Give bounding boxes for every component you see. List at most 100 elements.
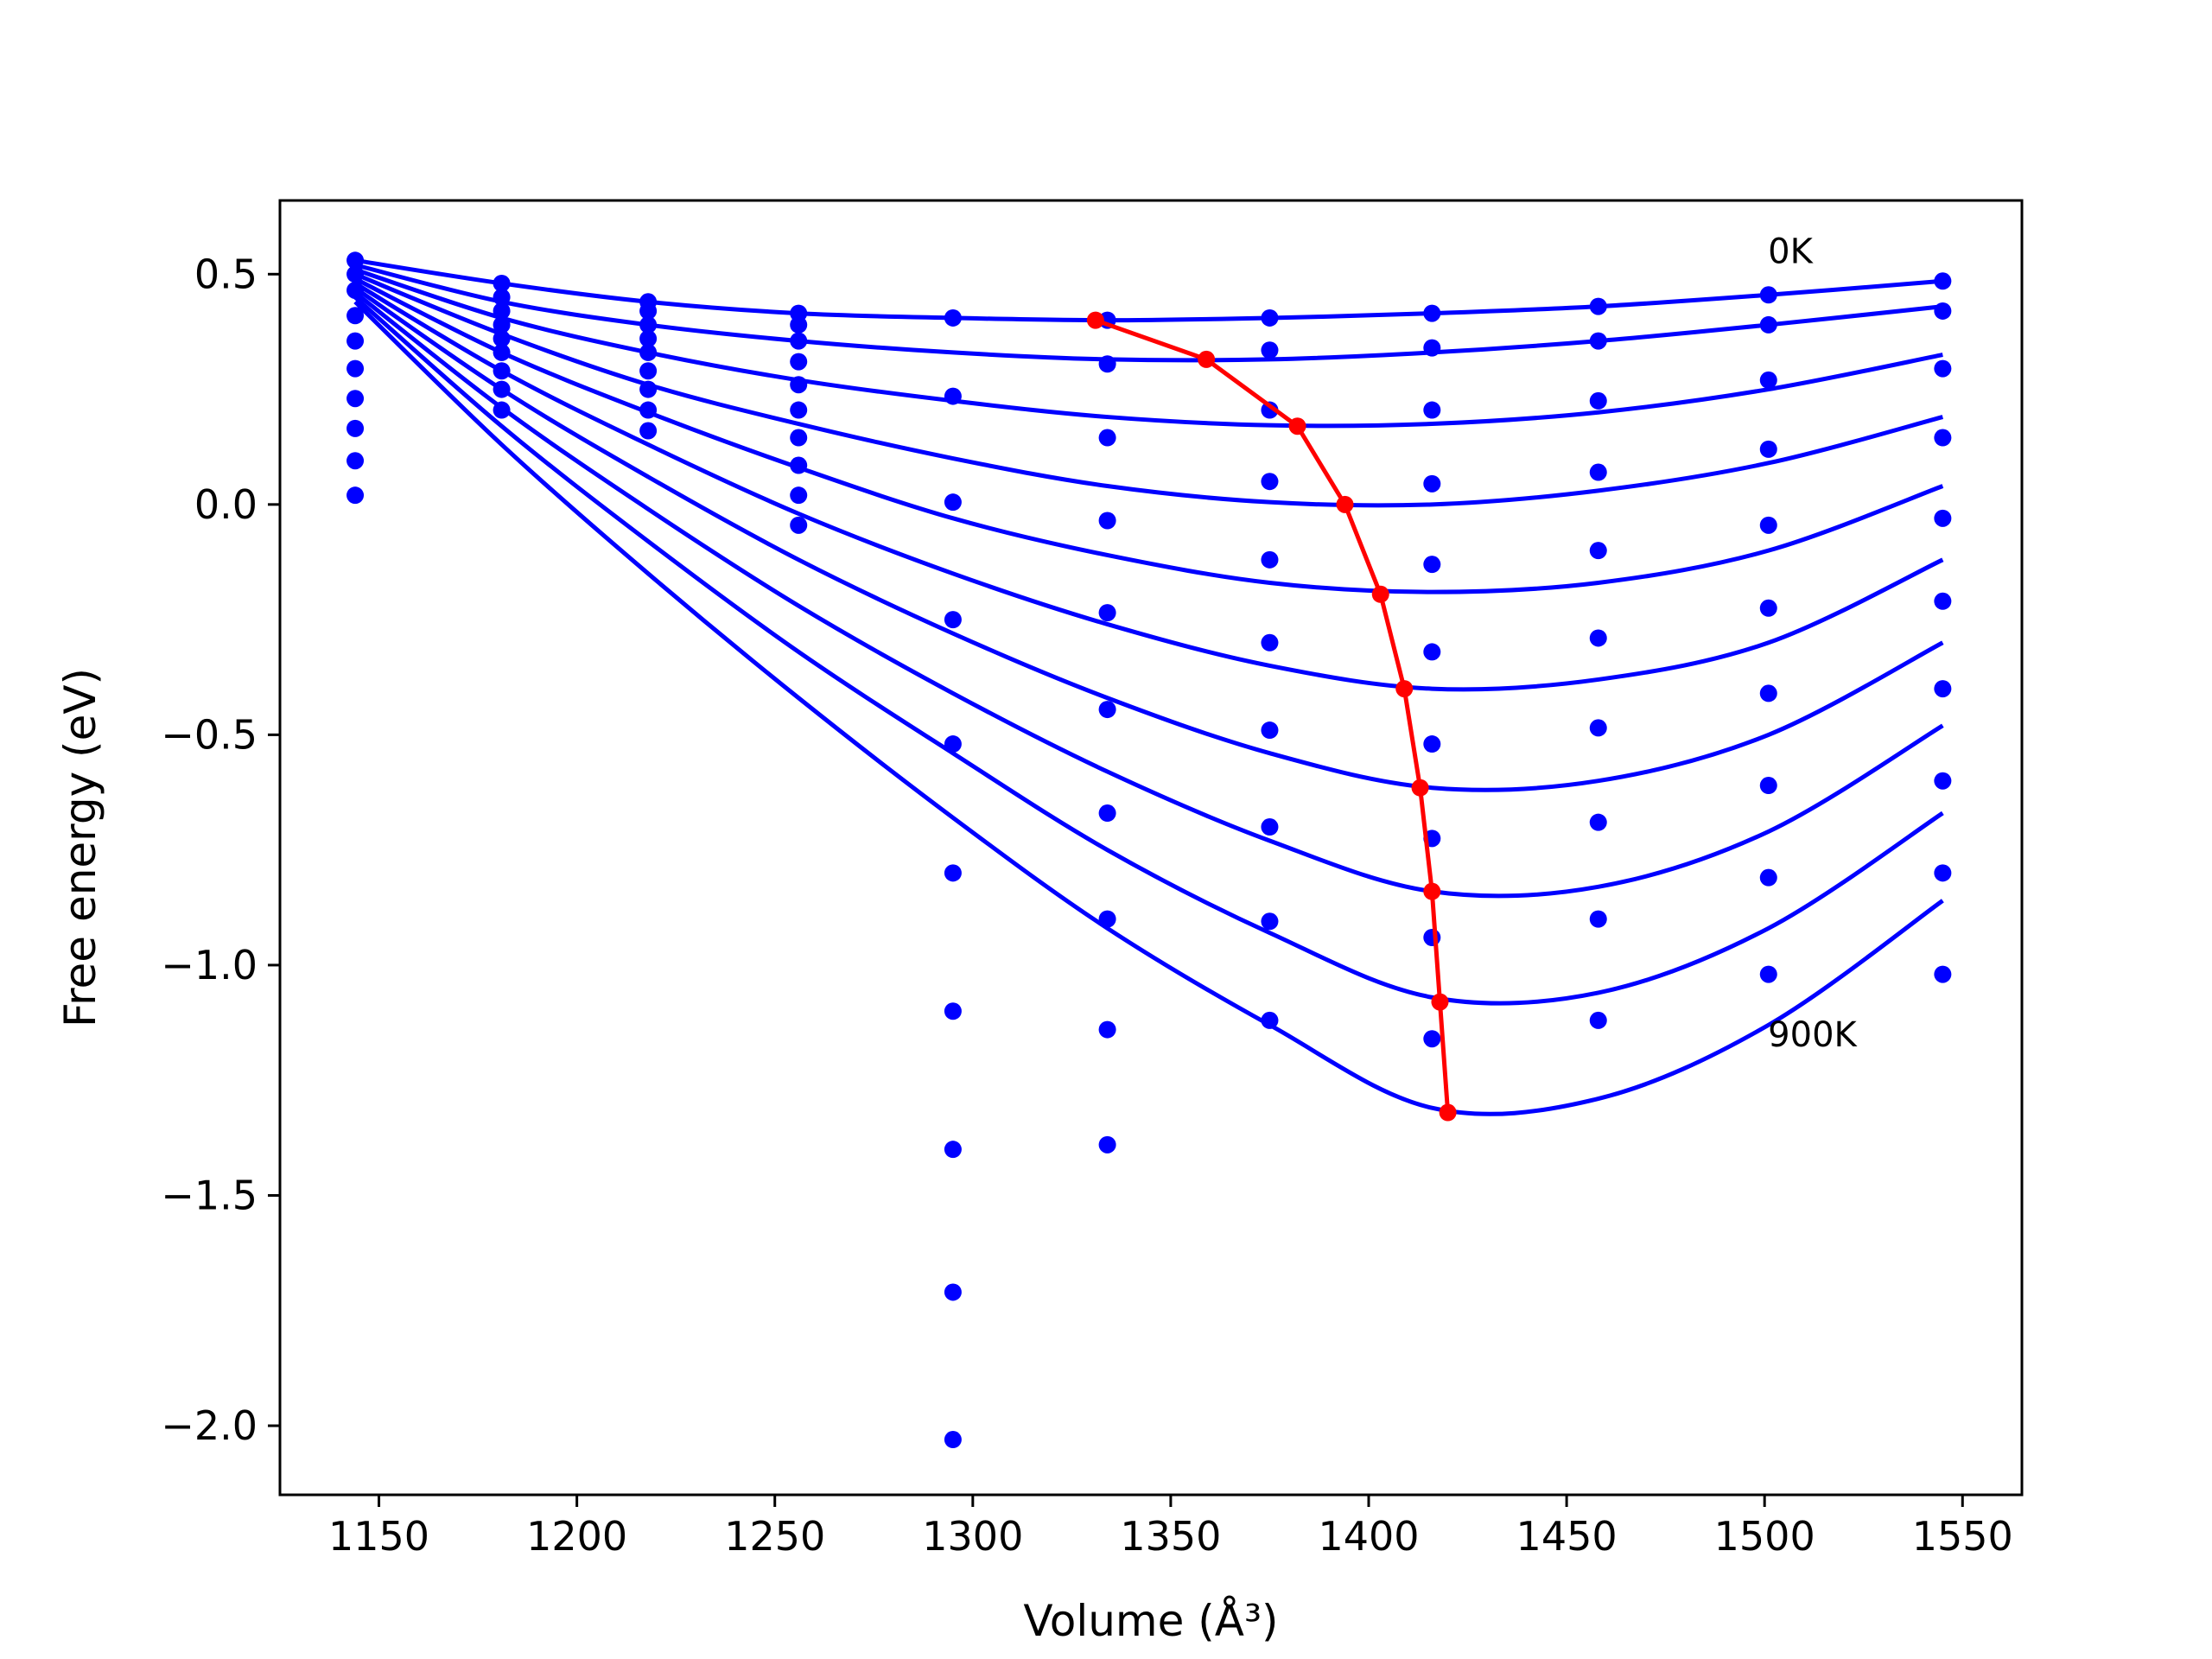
x-tick-label: 1250 <box>724 1513 825 1560</box>
data-point <box>346 307 365 325</box>
data-point <box>1423 304 1441 322</box>
data-point <box>1759 868 1777 887</box>
data-point <box>1759 371 1777 389</box>
fit-curves <box>353 257 1944 1116</box>
data-point <box>1098 429 1116 447</box>
data-point <box>639 343 658 361</box>
data-point <box>1759 440 1777 458</box>
minimum-point <box>1336 495 1354 513</box>
fit-curve-6 <box>353 286 1944 792</box>
data-point <box>639 329 658 347</box>
x-tick-label: 1200 <box>526 1513 627 1560</box>
data-point <box>1589 719 1607 737</box>
data-point <box>1759 516 1777 534</box>
data-point <box>1423 735 1441 753</box>
data-point <box>1098 804 1116 823</box>
y-axis-title: Free energy (eV) <box>55 668 105 1027</box>
data-point <box>1261 1011 1279 1029</box>
data-point <box>346 265 365 283</box>
data-point <box>1098 604 1116 622</box>
minimum-point <box>1371 585 1389 603</box>
data-point <box>1759 777 1777 795</box>
data-point <box>346 419 365 437</box>
data-point <box>493 380 511 398</box>
data-point <box>493 329 511 347</box>
data-point <box>944 1002 962 1020</box>
data-point <box>1589 542 1607 560</box>
data-point <box>639 422 658 440</box>
data-point <box>1423 643 1441 661</box>
minimum-line <box>1095 318 1451 1113</box>
data-point <box>944 1283 962 1301</box>
minimum-point <box>1288 417 1306 435</box>
data-point <box>1934 592 1952 610</box>
minimum-point <box>1423 882 1441 900</box>
data-point <box>1098 355 1116 373</box>
data-point <box>493 315 511 334</box>
data-point <box>790 486 808 505</box>
data-point <box>639 380 658 398</box>
data-point <box>493 362 511 380</box>
data-point <box>1589 463 1607 481</box>
data-point <box>639 302 658 320</box>
data-point <box>1759 286 1777 304</box>
y-tick-label: 0.5 <box>194 251 257 297</box>
data-point <box>1589 297 1607 315</box>
x-tick-label: 1400 <box>1318 1513 1419 1560</box>
data-point <box>944 308 962 327</box>
data-point <box>639 401 658 419</box>
minimum-point <box>1439 1103 1457 1122</box>
data-point <box>1423 928 1441 946</box>
y-tick-label: −0.5 <box>161 711 257 758</box>
data-point <box>1934 864 1952 882</box>
minimum-point <box>1198 350 1216 368</box>
data-point <box>493 274 511 292</box>
data-point <box>1423 401 1441 419</box>
x-axis-title-unit: (Å³) <box>1198 1596 1278 1646</box>
y-tick-label: 0.0 <box>194 481 257 528</box>
data-point <box>1423 1030 1441 1048</box>
x-tick-label: 1150 <box>328 1513 429 1560</box>
fit-curve-3 <box>354 271 1943 508</box>
data-point <box>944 735 962 753</box>
minimum-point <box>1395 680 1414 698</box>
x-axis-title: Volume (Å³) <box>1023 1596 1278 1646</box>
data-point <box>790 315 808 334</box>
data-point <box>493 302 511 320</box>
data-point <box>346 281 365 299</box>
data-point <box>493 288 511 306</box>
fit-curve-7 <box>353 290 1944 899</box>
data-point <box>1098 1135 1116 1154</box>
data-point <box>1261 818 1279 836</box>
data-point <box>1589 813 1607 831</box>
data-point <box>1589 629 1607 647</box>
data-point <box>346 251 365 270</box>
minimum-curve <box>1086 311 1457 1122</box>
data-point <box>1098 701 1116 719</box>
data-point <box>790 332 808 350</box>
x-axis-ticks: 1150 1200 1250 1300 1350 1400 1450 1500 1550 <box>328 1495 2013 1560</box>
y-tick-label: −1.5 <box>161 1172 257 1218</box>
x-tick-label: 1500 <box>1714 1513 1815 1560</box>
data-point <box>1261 721 1279 740</box>
data-point <box>790 401 808 419</box>
data-point <box>1934 302 1952 320</box>
data-point <box>1934 680 1952 698</box>
data-point <box>1934 509 1952 527</box>
x-axis-title-text: Volume <box>1023 1596 1184 1646</box>
x-tick-label: 1300 <box>922 1513 1023 1560</box>
data-point <box>790 376 808 394</box>
fit-curve-8 <box>353 296 1944 1006</box>
data-point <box>493 401 511 419</box>
data-point <box>1261 912 1279 931</box>
data-point <box>790 429 808 447</box>
data-point <box>639 362 658 380</box>
data-point <box>1934 429 1952 447</box>
data-point <box>1934 772 1952 790</box>
data-point <box>346 332 365 350</box>
y-axis-ticks: 0.5 0.0 −0.5 −1.0 −1.5 −2.0 <box>161 251 280 1449</box>
data-point <box>1759 965 1777 983</box>
data-point <box>1261 633 1279 652</box>
